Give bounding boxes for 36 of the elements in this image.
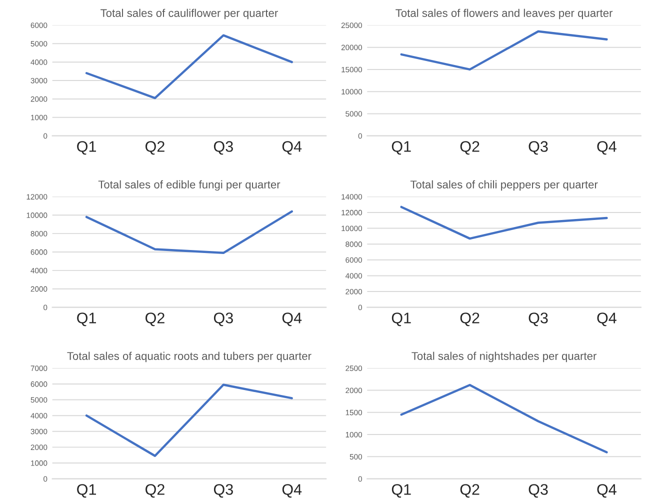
x-tick-label: Q3: [214, 141, 233, 155]
line-series: [400, 206, 608, 240]
x-tick-label: Q2: [460, 484, 480, 498]
line-series: [400, 30, 608, 71]
x-tick-label: Q4: [282, 312, 302, 326]
x-tick-label: Q2: [146, 484, 164, 498]
x-tick-label: Q1: [392, 484, 411, 498]
x-tick-label: Q3: [214, 312, 233, 326]
x-tick-label: Q1: [77, 312, 96, 326]
x-tick-label: Q4: [597, 312, 616, 326]
x-tick-label: Q4: [597, 141, 616, 155]
line-series: [85, 34, 293, 100]
line-series: [400, 384, 608, 454]
x-tick-label: Q2: [460, 312, 480, 326]
chart-title: Total sales of cauliflower per quarter: [100, 8, 278, 20]
x-tick-label: Q1: [392, 141, 411, 155]
x-tick-label: Q2: [146, 312, 164, 326]
x-tick-label: Q1: [392, 312, 411, 326]
x-tick-label: Q3: [214, 484, 233, 498]
x-tick-label: Q3: [528, 484, 548, 498]
chart-title: Total sales of edible fungi per quarter: [98, 180, 280, 191]
x-tick-label: Q4: [282, 484, 302, 498]
chart-title: Total sales of chili peppers per quarter: [410, 180, 598, 191]
x-tick-label: Q4: [597, 484, 616, 498]
x-tick-label: Q2: [460, 141, 480, 155]
x-tick-label: Q3: [528, 312, 548, 326]
x-tick-label: Q2: [146, 141, 164, 155]
line-series: [85, 384, 293, 457]
chart-title: Total sales of aquatic roots and tubers per quarter: [67, 352, 312, 362]
chart-title: Total sales of flowers and leaves per quarter: [396, 8, 613, 20]
x-tick-label: Q1: [77, 141, 96, 155]
chart-title: Total sales of nightshades per quarter: [412, 352, 597, 362]
x-tick-label: Q4: [282, 141, 302, 155]
x-tick-label: Q1: [77, 484, 96, 498]
line-series: [85, 210, 293, 254]
x-tick-label: Q3: [528, 141, 548, 155]
